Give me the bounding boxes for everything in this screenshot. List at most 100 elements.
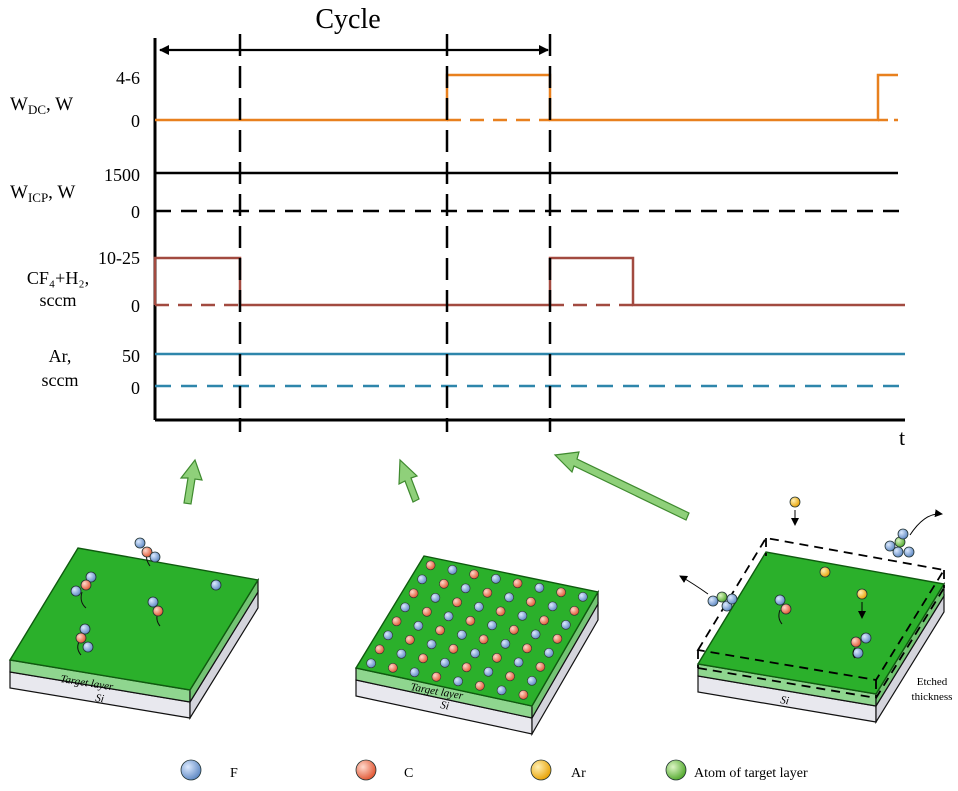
legend-item-Ar: Ar xyxy=(530,759,586,781)
panel2-dense-adsorbates xyxy=(366,560,588,700)
adsorbed-atom xyxy=(470,648,480,659)
icp-label: WICP, W xyxy=(10,182,75,205)
arrow-to-step-2 xyxy=(398,458,420,503)
adsorbed-atom xyxy=(461,662,472,673)
gas-label-line2: sccm xyxy=(40,290,77,310)
panel2-si-label: Si xyxy=(439,699,450,712)
adsorbed-atom xyxy=(435,625,445,636)
timing-chart: Cycle t WDC, W 4-6 0 WICP, W 1500 0 xyxy=(10,4,905,450)
etched-thickness-label-2: thickness xyxy=(912,691,953,703)
gas-high-value: 10-25 xyxy=(98,248,140,268)
legend-item-target-atom: Atom of target layer xyxy=(665,759,808,781)
legend-C-label: C xyxy=(404,766,413,781)
adsorbed-atom xyxy=(366,658,376,669)
adsorbed-atom xyxy=(527,675,537,686)
adsorbed-atom xyxy=(509,624,519,635)
legend-Ar-swatch xyxy=(530,759,552,781)
panel-saturation: Target layer Si xyxy=(354,555,600,737)
adsorbed-atom xyxy=(522,643,532,654)
dc-solid-line xyxy=(155,73,898,122)
adsorbed-atom xyxy=(530,629,541,640)
panel3-particles xyxy=(679,496,943,659)
adsorbed-atom xyxy=(418,653,428,664)
adsorbed-atom xyxy=(505,671,515,682)
adsorbed-atom xyxy=(460,583,471,594)
panel1-adsorbed-molecules xyxy=(70,537,222,656)
ar-on-surface xyxy=(819,566,831,578)
adsorbed-atom xyxy=(439,578,449,589)
panel3-surface xyxy=(696,551,946,695)
adsorbed-atom xyxy=(482,587,493,598)
adsorbed-atom xyxy=(535,661,546,672)
adsorbed-atom xyxy=(561,619,571,630)
cycle-title: Cycle xyxy=(315,4,380,35)
time-axis-label: t xyxy=(899,425,905,450)
adsorbed-atom xyxy=(475,680,485,691)
panel1-surface xyxy=(8,547,260,691)
adsorbed-atom xyxy=(578,591,588,602)
adsorbed-atom xyxy=(422,606,432,617)
panel-etching: Si Etched thickness xyxy=(679,496,953,725)
dc-high-value: 4-6 xyxy=(116,68,140,88)
adsorbed-atom xyxy=(457,629,467,640)
trace-icp: WICP, W 1500 0 xyxy=(10,165,905,222)
adsorbed-atom xyxy=(453,676,463,687)
adsorbed-atom xyxy=(469,569,479,580)
adsorbed-atom xyxy=(552,633,563,644)
adsorbed-atom xyxy=(396,648,407,659)
icp-high-value: 1500 xyxy=(104,165,140,185)
adsorbed-atom xyxy=(487,620,497,631)
adsorbed-atom xyxy=(465,615,476,626)
adsorbed-atom xyxy=(569,605,580,616)
incoming-ar-1 xyxy=(789,496,801,508)
adsorbed-atom xyxy=(400,602,410,613)
trace-gas: CF₄+H₂, sccm 10-25 0 xyxy=(27,248,905,316)
adsorbed-atom xyxy=(547,601,558,612)
adsorbed-atom xyxy=(534,582,545,593)
adsorbed-atom xyxy=(383,630,393,641)
adsorbed-atom xyxy=(504,592,514,603)
adsorbed-atom xyxy=(431,671,442,682)
legend-T-label: Atom of target layer xyxy=(694,766,808,781)
incoming-ar-2 xyxy=(856,588,868,600)
adsorbed-atom xyxy=(483,666,494,677)
legend-item-F: F xyxy=(180,759,238,781)
adsorbed-atom xyxy=(374,644,385,655)
adsorbed-atom xyxy=(556,587,566,598)
adsorbed-atom xyxy=(440,657,450,668)
adsorbed-atom xyxy=(492,652,502,663)
desorbing-product-arrow-left xyxy=(679,575,709,595)
adsorbed-atom xyxy=(513,657,524,668)
adsorbed-atom xyxy=(448,643,459,654)
etched-region-outline xyxy=(696,537,946,699)
icp-low-value: 0 xyxy=(131,202,140,222)
legend-Ar-label: Ar xyxy=(571,766,586,781)
adsorbed-atom xyxy=(408,588,419,599)
dc-low-value: 0 xyxy=(131,111,140,131)
adsorbed-atom xyxy=(500,638,511,649)
ar-label-line1: Ar, xyxy=(49,346,72,366)
gas-low-value: 0 xyxy=(131,296,140,316)
adsorbed-atom xyxy=(478,634,489,645)
adsorbed-atom xyxy=(388,662,398,673)
legend-item-C: C xyxy=(355,759,413,781)
adsorbed-atom xyxy=(496,685,507,696)
legend-F-label: F xyxy=(230,766,238,781)
adsorbed-atom xyxy=(417,574,427,585)
trace-dc: WDC, W 4-6 0 xyxy=(10,68,898,131)
etched-thickness-label-1: Etched xyxy=(917,676,948,688)
adsorbed-atom xyxy=(517,610,528,621)
ar-label-line2: sccm xyxy=(42,370,79,390)
adsorbed-atom xyxy=(474,601,484,612)
arrow-to-step-1 xyxy=(179,458,203,505)
legend: F C Ar Atom of target layer xyxy=(180,759,808,781)
adsorbed-atom xyxy=(413,620,424,631)
adsorbed-atom xyxy=(491,573,501,584)
adsorbed-atom xyxy=(447,564,458,575)
panel3-si-label: Si xyxy=(780,694,790,707)
arrow-to-step-3 xyxy=(553,451,690,521)
adsorbed-atom xyxy=(452,597,462,608)
adsorbed-atom xyxy=(405,634,415,645)
